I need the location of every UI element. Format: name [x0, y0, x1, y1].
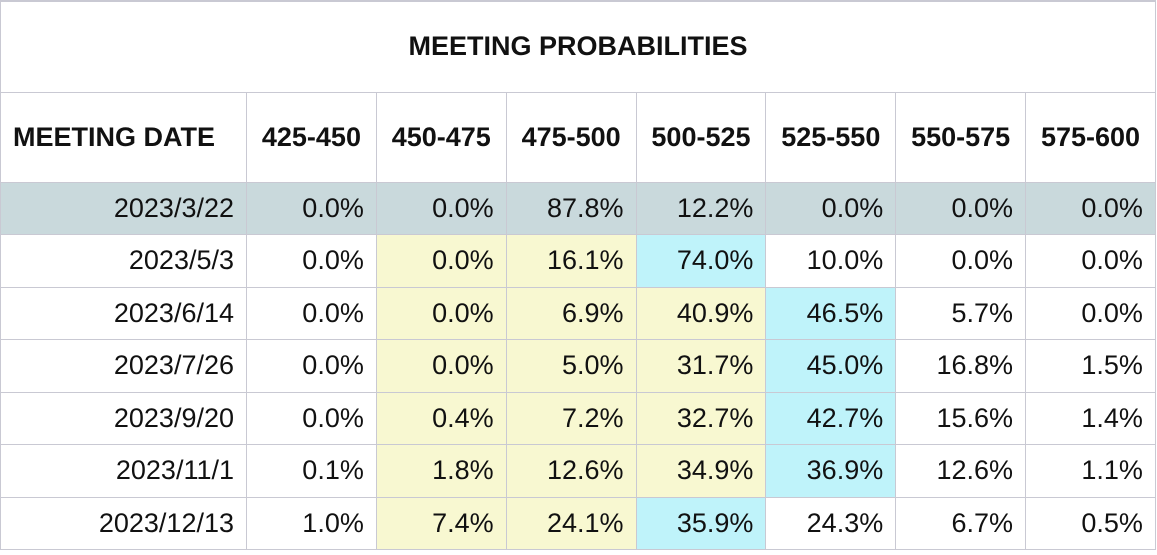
probability-cell: 36.9%	[765, 444, 897, 498]
table-body: 2023/3/22 0.0% 0.0% 87.8% 12.2% 0.0% 0.0% 0.0% 2…	[0, 181, 1156, 550]
probability-cell: 24.3%	[765, 496, 897, 550]
probability-cell: 0.0%	[246, 391, 377, 445]
table-title-row: MEETING PROBABILITIES	[0, 0, 1156, 93]
probability-cell: 6.7%	[895, 496, 1027, 550]
probability-cell: 1.5%	[1025, 339, 1156, 393]
probability-cell: 32.7%	[635, 391, 767, 445]
probability-cell: 0.0%	[246, 234, 377, 288]
probability-cell: 15.6%	[895, 391, 1027, 445]
probability-cell: 0.4%	[375, 391, 507, 445]
probability-cell: 87.8%	[505, 181, 637, 235]
column-header-475-500: 475-500	[505, 91, 637, 183]
column-header-575-600: 575-600	[1025, 91, 1156, 183]
table-row: 2023/5/3 0.0% 0.0% 16.1% 74.0% 10.0% 0.0% 0.0%	[0, 234, 1156, 288]
probability-cell: 0.0%	[375, 234, 507, 288]
column-header-525-550: 525-550	[765, 91, 897, 183]
column-header-425-450: 425-450	[246, 91, 377, 183]
probability-cell: 12.6%	[505, 444, 637, 498]
probability-cell: 0.0%	[375, 339, 507, 393]
probability-cell: 0.1%	[246, 444, 377, 498]
probability-cell: 6.9%	[505, 286, 637, 340]
probability-cell: 35.9%	[635, 496, 767, 550]
probability-cell: 0.0%	[765, 181, 897, 235]
table-title: MEETING PROBABILITIES	[0, 0, 1156, 93]
column-header-meeting-date: MEETING DATE	[0, 91, 247, 183]
probability-cell: 7.4%	[375, 496, 507, 550]
meeting-date-cell: 2023/3/22	[0, 181, 247, 235]
probability-cell: 42.7%	[765, 391, 897, 445]
probability-cell: 10.0%	[765, 234, 897, 288]
probability-cell: 34.9%	[635, 444, 767, 498]
meeting-date-cell: 2023/7/26	[0, 339, 247, 393]
probability-cell: 0.5%	[1025, 496, 1156, 550]
probability-cell: 46.5%	[765, 286, 897, 340]
table-row: 2023/6/14 0.0% 0.0% 6.9% 40.9% 46.5% 5.7% 0.0%	[0, 286, 1156, 340]
probability-cell: 1.1%	[1025, 444, 1156, 498]
probability-cell: 0.0%	[1025, 181, 1156, 235]
meeting-date-cell: 2023/5/3	[0, 234, 247, 288]
table-row: 2023/3/22 0.0% 0.0% 87.8% 12.2% 0.0% 0.0% 0.0%	[0, 181, 1156, 235]
probability-cell: 0.0%	[246, 181, 377, 235]
table-row: 2023/9/20 0.0% 0.4% 7.2% 32.7% 42.7% 15.6% 1.4%	[0, 391, 1156, 445]
probability-cell: 0.0%	[895, 181, 1027, 235]
column-header-500-525: 500-525	[635, 91, 767, 183]
probability-cell: 0.0%	[246, 339, 377, 393]
probability-cell: 1.0%	[246, 496, 377, 550]
probability-cell: 0.0%	[246, 286, 377, 340]
probability-cell: 24.1%	[505, 496, 637, 550]
probability-cell: 0.0%	[1025, 234, 1156, 288]
meeting-date-cell: 2023/12/13	[0, 496, 247, 550]
probability-cell: 16.8%	[895, 339, 1027, 393]
probability-cell: 7.2%	[505, 391, 637, 445]
probability-cell: 5.0%	[505, 339, 637, 393]
table-row: 2023/11/1 0.1% 1.8% 12.6% 34.9% 36.9% 12.6% 1.1…	[0, 444, 1156, 498]
probability-cell: 74.0%	[635, 234, 767, 288]
column-header-550-575: 550-575	[895, 91, 1027, 183]
table-row: 2023/7/26 0.0% 0.0% 5.0% 31.7% 45.0% 16.8% 1.5%	[0, 339, 1156, 393]
probability-cell: 0.0%	[1025, 286, 1156, 340]
probability-cell: 40.9%	[635, 286, 767, 340]
probability-cell: 5.7%	[895, 286, 1027, 340]
table-row: 2023/12/13 1.0% 7.4% 24.1% 35.9% 24.3% 6.7% 0.5…	[0, 496, 1156, 550]
table-header-row: MEETING DATE 425-450 450-475 475-500 500…	[0, 91, 1156, 183]
probability-cell: 1.8%	[375, 444, 507, 498]
probability-cell: 31.7%	[635, 339, 767, 393]
meeting-date-cell: 2023/11/1	[0, 444, 247, 498]
probability-cell: 0.0%	[895, 234, 1027, 288]
probability-cell: 0.0%	[375, 181, 507, 235]
probability-cell: 12.2%	[635, 181, 767, 235]
meeting-date-cell: 2023/9/20	[0, 391, 247, 445]
probability-cell: 45.0%	[765, 339, 897, 393]
column-header-450-475: 450-475	[375, 91, 507, 183]
probability-cell: 0.0%	[375, 286, 507, 340]
probability-cell: 1.4%	[1025, 391, 1156, 445]
probability-cell: 16.1%	[505, 234, 637, 288]
meeting-date-cell: 2023/6/14	[0, 286, 247, 340]
probability-cell: 12.6%	[895, 444, 1027, 498]
